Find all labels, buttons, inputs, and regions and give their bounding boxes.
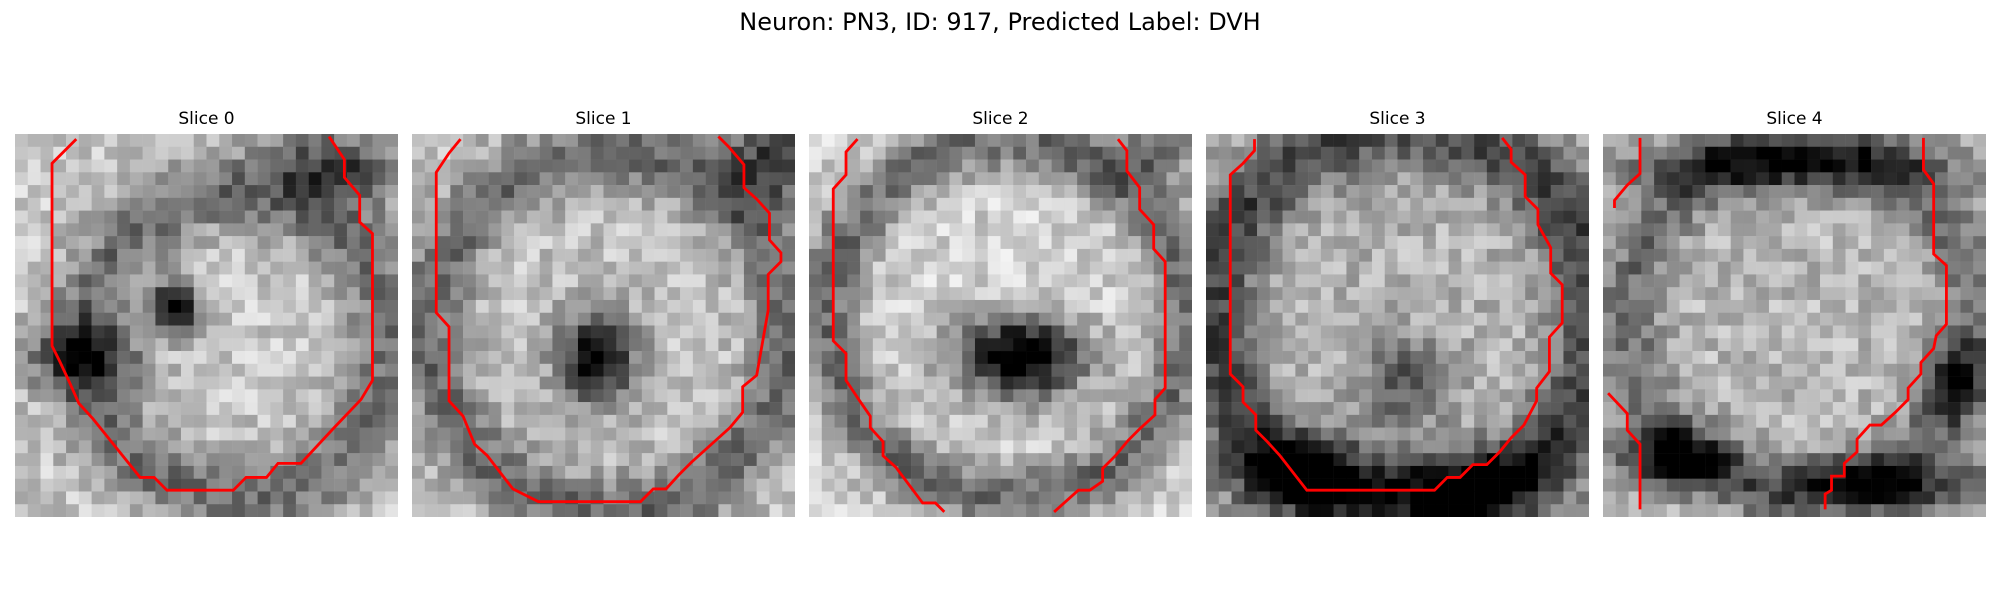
contour-line [1053,138,1167,513]
contour-line [1613,137,1642,209]
slice-title: Slice 2 [972,109,1029,129]
slice-image [1603,134,1986,517]
slice-panel: Slice 1 [412,108,795,517]
contour-line [1823,137,1948,510]
contour-line [50,135,374,492]
slice-title: Slice 1 [575,109,632,129]
slice-image [809,134,1192,517]
slice-panel: Slice 4 [1603,108,1986,517]
figure-title: Neuron: PN3, ID: 917, Predicted Label: D… [739,8,1261,36]
grayscale-texture [1603,134,1986,517]
slice-title: Slice 0 [178,109,235,129]
slice-title: Slice 4 [1766,109,1823,129]
contour-line [1607,392,1642,510]
contour-line [434,135,783,504]
slice-image [412,134,795,517]
contour-line [1228,136,1564,492]
slice-panel: Slice 3 [1206,108,1589,517]
grayscale-texture [1206,134,1589,517]
contour-line [831,138,946,513]
grayscale-texture [412,134,795,517]
grayscale-texture [15,134,398,517]
slice-panel: Slice 0 [15,108,398,517]
grayscale-texture [809,134,1192,517]
slice-title: Slice 3 [1369,109,1426,129]
slice-panel: Slice 2 [809,108,1192,517]
slice-image [1206,134,1589,517]
slice-image [15,134,398,517]
